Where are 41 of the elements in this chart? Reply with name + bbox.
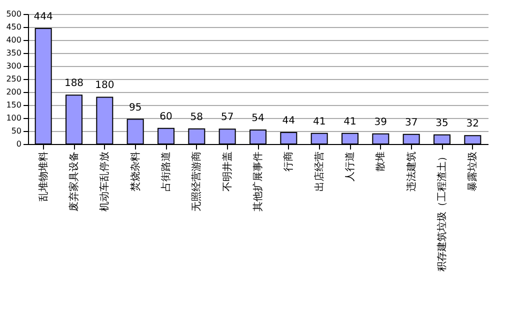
data-label: 39 bbox=[374, 116, 388, 128]
x-tick-label: 违法建筑 bbox=[405, 152, 418, 192]
x-tick-label: 行商 bbox=[282, 152, 295, 172]
data-label: 32 bbox=[466, 118, 480, 130]
y-tick-label: 50 bbox=[11, 126, 22, 136]
x-tick-label: 散堆 bbox=[374, 152, 387, 172]
data-label: 41 bbox=[312, 116, 326, 128]
data-label: 37 bbox=[404, 117, 418, 128]
data-label: 58 bbox=[190, 112, 204, 123]
y-tick-label: 250 bbox=[6, 74, 22, 84]
y-tick-label: 100 bbox=[6, 114, 22, 122]
data-label: 57 bbox=[220, 112, 234, 124]
x-tick-label: 其他扩展事件 bbox=[252, 152, 264, 212]
data-label: 444 bbox=[34, 12, 53, 23]
x-tick-label: 出店经营 bbox=[313, 152, 326, 192]
y-tick-label: 0 bbox=[16, 140, 22, 148]
y-tick-label: 150 bbox=[6, 100, 22, 110]
data-label: 188 bbox=[64, 78, 84, 90]
x-tick-label: 机动车乱停放 bbox=[98, 152, 111, 212]
y-tick-label: 200 bbox=[6, 88, 22, 96]
data-label: 60 bbox=[160, 111, 172, 122]
y-tick-label: 400 bbox=[6, 36, 22, 44]
data-label: 180 bbox=[95, 80, 114, 92]
data-label: 41 bbox=[344, 116, 356, 128]
y-tick-label: 350 bbox=[6, 48, 22, 58]
x-tick-label: 乱堆物堆料 bbox=[37, 152, 50, 202]
data-label: 44 bbox=[282, 116, 296, 127]
x-tick-label: 暴露垃圾 bbox=[466, 152, 479, 192]
data-label: 54 bbox=[252, 112, 264, 124]
x-tick-label: 废弃家具设备 bbox=[68, 152, 80, 212]
data-label: 95 bbox=[128, 102, 142, 114]
x-tick-label: 无照经营游商 bbox=[190, 152, 203, 212]
x-tick-label: 积存建筑垃圾（工程渣土） bbox=[436, 152, 448, 272]
x-tick-label: 占街路道 bbox=[160, 152, 172, 192]
y-tick-label: 450 bbox=[6, 22, 22, 32]
x-tick-label: 人行道 bbox=[344, 152, 356, 182]
y-tick-label: 500 bbox=[6, 10, 22, 18]
x-tick-label: 不明井盖 bbox=[221, 152, 234, 192]
x-tick-label: 焚烧杂料 bbox=[129, 152, 142, 192]
data-label: 35 bbox=[436, 118, 448, 129]
y-tick-label: 300 bbox=[6, 62, 22, 70]
